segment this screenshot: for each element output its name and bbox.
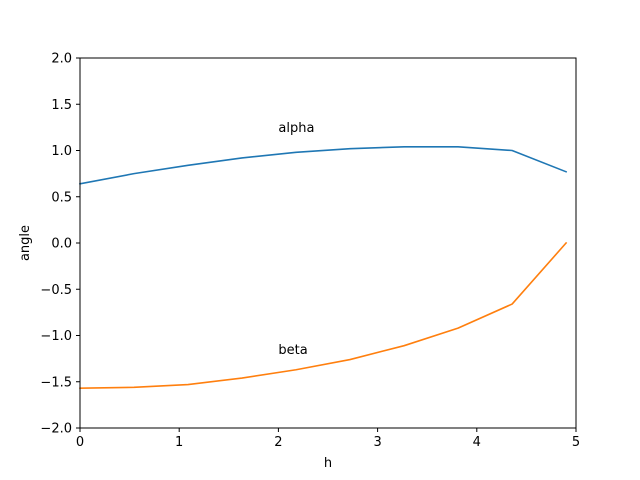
x-tick-label: 3 [373,435,381,450]
y-tick-label: −1.5 [40,375,72,390]
y-tick-label: 0.5 [51,190,72,205]
plot-area [79,146,568,390]
y-tick-label: 1.0 [51,144,72,159]
axis-labels: h angle alpha beta [18,121,332,471]
y-tick-label: −2.0 [40,422,72,437]
x-tick-label: 1 [175,435,183,450]
annotation-alpha: alpha [278,121,314,136]
x-tick-label: 4 [473,435,481,450]
series-line-2 [79,241,568,390]
x-tick-label: 5 [572,435,580,450]
y-axis-label: angle [18,225,33,261]
x-tick-label: 0 [76,435,84,450]
y-tick-label: −0.5 [40,283,72,298]
y-tick-label: 2.0 [51,52,72,67]
axis-ticks: 0 1 2 3 4 5 −2.0 −1.5 −1.0 −0.5 0.0 0.5 1.0 1.5 2.0 [40,52,580,451]
annotation-beta: beta [278,343,307,358]
x-axis-label: h [324,456,332,471]
y-tick-label: 1.5 [51,98,72,113]
x-tick-label: 2 [274,435,282,450]
y-tick-label: −1.0 [40,329,72,344]
y-tick-label: 0.0 [51,237,72,252]
series-line-1 [79,146,568,185]
